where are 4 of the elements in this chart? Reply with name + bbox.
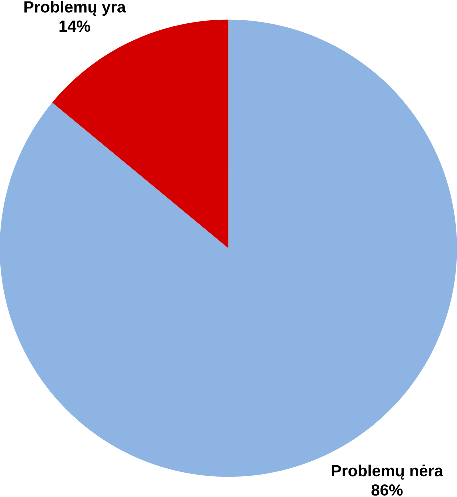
data-label: 14% <box>60 20 90 32</box>
slice-label: Problemų yra <box>24 1 126 16</box>
data-label: 86% <box>372 484 403 496</box>
slice-label: Problemų nėra <box>332 464 444 480</box>
